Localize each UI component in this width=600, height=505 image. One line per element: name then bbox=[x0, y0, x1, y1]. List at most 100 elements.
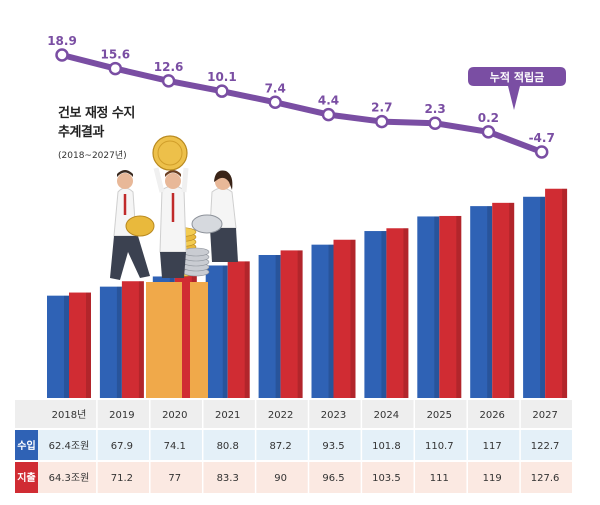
expense-bar bbox=[545, 188, 568, 398]
person-right-hair bbox=[214, 170, 233, 190]
expense-value-label: 96.5 bbox=[322, 473, 344, 484]
income-bar bbox=[364, 231, 387, 398]
year-label: 2023 bbox=[321, 410, 346, 421]
person-middle-head bbox=[165, 173, 181, 189]
expense-value-label: 103.5 bbox=[372, 473, 401, 484]
bar-shade bbox=[86, 292, 91, 398]
income-row-header: 수입 bbox=[17, 439, 35, 452]
year-label: 2018년 bbox=[52, 409, 87, 421]
expense-bar bbox=[439, 215, 462, 398]
person-left-hair bbox=[117, 170, 133, 177]
subtitle: (2018~2027년) bbox=[58, 151, 127, 161]
income-value-label: 101.8 bbox=[372, 441, 401, 452]
people-illustration bbox=[110, 135, 238, 398]
reserve-point bbox=[161, 74, 176, 88]
person-left-head bbox=[117, 173, 133, 189]
year-row-bg bbox=[15, 400, 572, 428]
person-middle-arm bbox=[181, 167, 189, 193]
reserve-point bbox=[481, 125, 496, 139]
callout-bubble bbox=[468, 67, 566, 110]
reserve-value-label: -4.7 bbox=[529, 131, 555, 145]
reserve-line-path bbox=[59, 52, 545, 155]
bar-shade bbox=[244, 261, 250, 398]
bar-shade bbox=[540, 196, 546, 398]
reserve-point bbox=[55, 48, 69, 62]
reserve-value-label: 0.2 bbox=[478, 111, 499, 125]
income-bar bbox=[470, 206, 493, 398]
reserve-value-label: 2.7 bbox=[371, 101, 392, 115]
year-label: 2026 bbox=[479, 410, 504, 421]
reserve-line: 18.9 15.6 12.6 10.1 7.4 4.4 2.7 2.3 0.2 -4.7 bbox=[47, 34, 555, 159]
big-coin-inner bbox=[157, 140, 183, 166]
income-row-bg bbox=[38, 430, 572, 460]
data-table: 2018년 2019 2020 2021 2022 2023 2024 2025 2026 202… bbox=[17, 409, 559, 484]
reserve-point bbox=[375, 114, 389, 129]
income-value-label: 110.7 bbox=[425, 441, 454, 452]
income-value-label: 93.5 bbox=[322, 441, 344, 452]
year-label: 2027 bbox=[532, 410, 557, 421]
income-value-label: 87.2 bbox=[269, 441, 291, 452]
golden-pillar bbox=[190, 282, 208, 398]
reserve-value-label: 15.6 bbox=[100, 48, 130, 62]
year-label: 2020 bbox=[162, 410, 187, 421]
year-label: 2019 bbox=[109, 410, 134, 421]
coin-held bbox=[125, 215, 155, 237]
bar-shade bbox=[64, 295, 69, 398]
person-middle-arm bbox=[153, 167, 165, 193]
reserve-value-label: 12.6 bbox=[154, 60, 184, 74]
expense-bar bbox=[386, 228, 409, 398]
expense-value-label: 64.3조원 bbox=[49, 472, 90, 484]
bar-shade bbox=[275, 254, 281, 398]
bar-shade bbox=[328, 244, 334, 398]
income-value-label: 80.8 bbox=[217, 441, 239, 452]
title-line-2: 추계결과 bbox=[58, 125, 104, 140]
year-label: 2024 bbox=[374, 410, 399, 421]
year-label: 2022 bbox=[268, 410, 293, 421]
expense-value-label: 127.6 bbox=[531, 473, 560, 484]
reserve-point bbox=[321, 107, 336, 122]
bar-shade bbox=[509, 202, 515, 398]
expense-bar bbox=[280, 250, 303, 398]
bar-shade bbox=[403, 228, 409, 398]
reserve-value-label: 7.4 bbox=[265, 81, 286, 95]
reserve-value-label: 10.1 bbox=[207, 70, 237, 84]
income-bar bbox=[311, 244, 334, 398]
reserve-point bbox=[534, 145, 549, 159]
bar-shade bbox=[487, 206, 493, 398]
bar-shade bbox=[562, 188, 568, 398]
expense-value-label: 71.2 bbox=[111, 473, 133, 484]
reserve-point bbox=[215, 84, 229, 98]
bar-shade bbox=[297, 250, 303, 398]
expense-bar bbox=[492, 202, 515, 398]
person-left-trousers bbox=[110, 236, 150, 280]
income-bar bbox=[205, 265, 228, 398]
reserve-value-label: 4.4 bbox=[318, 94, 339, 108]
reserve-point bbox=[428, 116, 442, 130]
bar-shade bbox=[138, 281, 144, 398]
income-value-label: 117 bbox=[483, 441, 502, 452]
year-label: 2021 bbox=[215, 410, 240, 421]
bar-shade bbox=[456, 215, 462, 398]
income-bar bbox=[258, 254, 281, 398]
callout-label: 누적 적립금 bbox=[490, 70, 544, 84]
bar-shade bbox=[222, 265, 228, 398]
expense-bar bbox=[69, 292, 91, 398]
expense-row-header-bg bbox=[15, 462, 38, 493]
income-bar bbox=[523, 196, 546, 398]
title-line-1: 건보 재정 수지 bbox=[58, 106, 135, 121]
expense-value-label: 111 bbox=[430, 473, 449, 484]
expense-value-label: 90 bbox=[274, 473, 287, 484]
expense-value-label: 77 bbox=[168, 473, 181, 484]
golden-pillar bbox=[146, 282, 182, 398]
income-bar bbox=[99, 286, 122, 398]
reserve-point bbox=[108, 61, 123, 76]
person-right-skirt bbox=[210, 228, 238, 262]
income-row-header-bg bbox=[15, 430, 38, 460]
year-label: 2025 bbox=[427, 410, 452, 421]
reserve-point bbox=[268, 95, 282, 110]
income-value-label: 122.7 bbox=[531, 441, 560, 452]
reserve-value-label: 18.9 bbox=[47, 34, 77, 48]
income-bar bbox=[47, 295, 69, 398]
expense-bar bbox=[227, 261, 250, 398]
